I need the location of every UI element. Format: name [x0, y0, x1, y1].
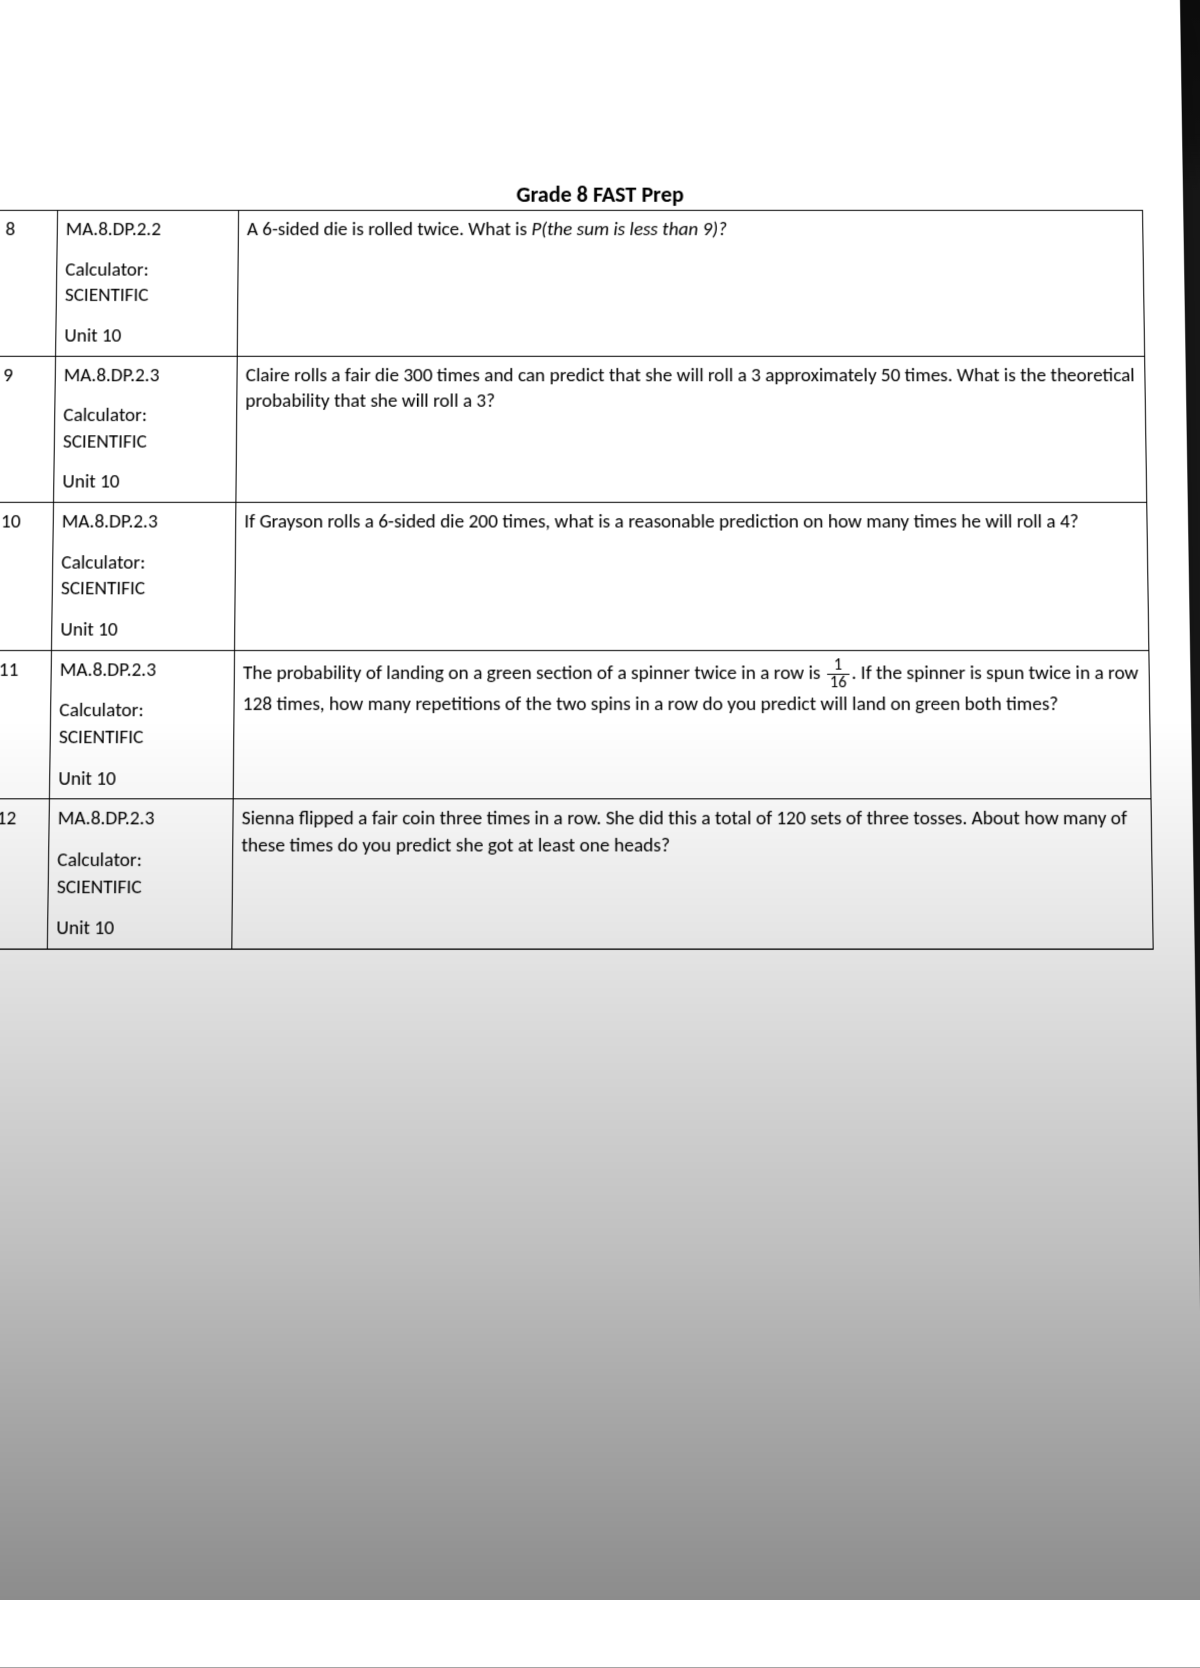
calculator-label: Calculator: — [61, 550, 227, 576]
standard-code: MA.8.DP.2.2 — [66, 217, 230, 243]
question-cell: The probability of landing on a green se… — [233, 650, 1151, 799]
table-row: 8 MA.8.DP.2.2 Calculator: SCIENTIFIC Uni… — [0, 210, 1145, 356]
question-text-pre: The probability of landing on a green se… — [243, 661, 825, 685]
standard-cell: MA.8.DP.2.3 Calculator: SCIENTIFIC Unit … — [51, 502, 235, 650]
calculator-label: Calculator: — [59, 698, 225, 725]
unit-label: Unit 10 — [62, 470, 227, 496]
table-row: 9 MA.8.DP.2.3 Calculator: SCIENTIFIC Uni… — [0, 356, 1147, 503]
question-text: If Grayson rolls a 6-sided die 200 times… — [244, 510, 1079, 534]
question-text: Claire rolls a fair die 300 times and ca… — [245, 363, 1135, 413]
standard-code: MA.8.DP.2.3 — [62, 509, 228, 535]
standard-cell: MA.8.DP.2.3 Calculator: SCIENTIFIC Unit … — [49, 650, 234, 799]
calculator-label: Calculator: — [65, 257, 229, 283]
calculator-value: SCIENTIFIC — [65, 283, 230, 309]
question-cell: Sienna flipped a fair coin three times i… — [232, 799, 1153, 949]
standard-cell: MA.8.DP.2.3 Calculator: SCIENTIFIC Unit … — [47, 799, 233, 949]
question-cell: Claire rolls a fair die 300 times and ca… — [236, 356, 1147, 503]
questions-table: 8 MA.8.DP.2.2 Calculator: SCIENTIFIC Uni… — [0, 210, 1154, 950]
fraction: 116 — [827, 657, 850, 691]
table-row: 11 MA.8.DP.2.3 Calculator: SCIENTIFIC Un… — [0, 650, 1151, 799]
calculator-label: Calculator: — [57, 847, 224, 874]
table-row: 10 MA.8.DP.2.3 Calculator: SCIENTIFIC Un… — [0, 502, 1149, 650]
standard-code: MA.8.DP.2.3 — [58, 806, 225, 833]
standard-cell: MA.8.DP.2.3 Calculator: SCIENTIFIC Unit … — [54, 356, 238, 503]
question-cell: A 6-sided die is rolled twice. What is P… — [237, 210, 1144, 356]
calculator-label: Calculator: — [63, 403, 228, 429]
question-number: 11 — [0, 650, 51, 799]
question-cell: If Grayson rolls a 6-sided die 200 times… — [235, 502, 1149, 650]
unit-label: Unit 10 — [60, 617, 226, 643]
fraction-denominator: 16 — [827, 674, 850, 691]
unit-label: Unit 10 — [58, 766, 225, 793]
table-row: 12 MA.8.DP.2.3 Calculator: SCIENTIFIC Un… — [0, 799, 1153, 949]
question-number: 9 — [0, 356, 56, 503]
unit-label: Unit 10 — [64, 323, 229, 349]
standard-code: MA.8.DP.2.3 — [60, 657, 226, 684]
question-text: A 6-sided die is rolled twice. What is — [247, 218, 531, 241]
question-math: P(the sum is less than 9)? — [531, 218, 727, 241]
question-number: 10 — [0, 502, 54, 650]
worksheet-page: Grade 8 FAST Prep 8 MA.8.DP.2.2 Calculat… — [0, 0, 1200, 1668]
calculator-value: SCIENTIFIC — [63, 429, 228, 455]
question-number: 8 — [0, 210, 58, 356]
page-title: Grade 8 FAST Prep — [0, 181, 1143, 208]
standard-cell: MA.8.DP.2.2 Calculator: SCIENTIFIC Unit … — [56, 210, 239, 356]
standard-code: MA.8.DP.2.3 — [64, 362, 229, 388]
calculator-value: SCIENTIFIC — [57, 874, 224, 901]
question-text: Sienna flipped a fair coin three times i… — [241, 807, 1127, 858]
question-number: 12 — [0, 799, 49, 949]
calculator-value: SCIENTIFIC — [59, 724, 225, 751]
unit-label: Unit 10 — [56, 915, 223, 942]
calculator-value: SCIENTIFIC — [61, 576, 227, 602]
